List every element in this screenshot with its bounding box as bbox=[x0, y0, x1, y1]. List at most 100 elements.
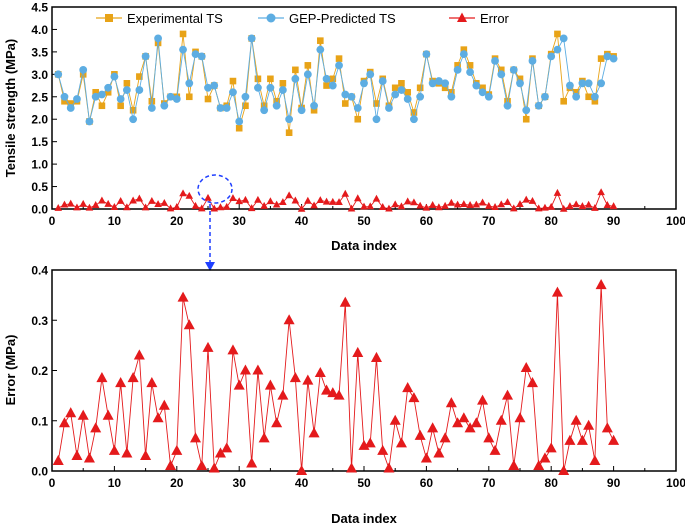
bottom-error-point bbox=[514, 412, 526, 423]
top-gep-predicted-ts-point bbox=[328, 81, 337, 90]
top-experimental-ts-point bbox=[104, 88, 112, 96]
bottom-error-point bbox=[221, 442, 233, 453]
top-gep-predicted-ts-point bbox=[322, 74, 331, 83]
bottom-error-point bbox=[583, 419, 595, 430]
top-error-point bbox=[566, 202, 574, 210]
top-y-axis-label: Tensile strength (MPa) bbox=[3, 39, 18, 177]
top-error-point bbox=[391, 200, 399, 208]
top-error-point bbox=[528, 196, 537, 204]
top-gep-predicted-ts-point bbox=[360, 79, 368, 88]
top-experimental-ts-point bbox=[204, 95, 212, 103]
top-experimental-ts-point bbox=[441, 84, 449, 92]
top-error-point bbox=[441, 201, 449, 209]
bottom-ytick-label: 0.4 bbox=[31, 264, 48, 278]
top-gep-predicted-ts-point bbox=[522, 106, 531, 115]
bottom-series-group bbox=[52, 279, 620, 476]
top-gep-predicted-ts-point bbox=[403, 95, 412, 103]
bottom-error-point bbox=[489, 444, 501, 455]
legend-triangle-marker bbox=[457, 12, 467, 22]
bottom-xtick-label: 80 bbox=[545, 476, 559, 490]
top-error-point bbox=[141, 203, 150, 211]
top-gep-predicted-ts-point bbox=[347, 92, 356, 101]
top-experimental-ts-point bbox=[235, 124, 243, 132]
top-experimental-ts-point bbox=[67, 100, 75, 107]
bottom-ytick-label: 0.0 bbox=[31, 465, 48, 479]
bottom-error-point bbox=[520, 361, 532, 373]
top-experimental-ts-point bbox=[254, 75, 262, 83]
bottom-xtick-label: 0 bbox=[49, 476, 56, 490]
top-gep-predicted-ts-point bbox=[590, 92, 599, 101]
bottom-error-point bbox=[458, 412, 470, 423]
top-error-point bbox=[229, 194, 237, 201]
top-gep-predicted-ts-point bbox=[73, 95, 81, 103]
bottom-error-point bbox=[414, 429, 426, 440]
top-experimental-ts-point bbox=[504, 97, 511, 105]
bottom-error-point bbox=[90, 422, 102, 433]
bottom-error-point bbox=[570, 414, 582, 425]
top-gep-predicted-ts-point bbox=[516, 79, 524, 88]
top-experimental-ts-point bbox=[391, 84, 399, 92]
top-gep-predicted-ts-point bbox=[98, 90, 106, 99]
top-error-point bbox=[516, 200, 524, 208]
bottom-x-axis-label: Data index bbox=[331, 511, 398, 526]
bottom-error-point bbox=[370, 351, 382, 362]
top-error-point bbox=[135, 194, 144, 202]
bottom-error-point bbox=[115, 377, 127, 388]
top-gep-predicted-ts-point bbox=[254, 83, 262, 92]
bottom-error-point bbox=[96, 371, 108, 383]
top-x-axis-label: Data index bbox=[331, 238, 398, 253]
top-gep-predicted-ts-line bbox=[57, 37, 614, 122]
top-gep-predicted-ts-point bbox=[397, 86, 406, 94]
bottom-error-point bbox=[271, 417, 283, 428]
top-gep-predicted-ts-point bbox=[428, 79, 437, 88]
top-experimental-ts-point bbox=[416, 84, 424, 92]
zoom-arrow-head bbox=[205, 262, 215, 271]
top-error-point bbox=[272, 200, 281, 208]
top-experimental-ts-point bbox=[354, 115, 362, 123]
top-experimental-ts-point bbox=[273, 97, 280, 105]
top-error-point bbox=[297, 204, 306, 212]
top-error-point bbox=[123, 203, 131, 211]
top-error-point bbox=[460, 200, 468, 208]
top-error-point bbox=[166, 204, 175, 212]
bottom-y-axis-label: Error (MPa) bbox=[3, 335, 18, 406]
top-error-point bbox=[110, 203, 119, 210]
legend-label-predicted: GEP-Predicted TS bbox=[289, 11, 396, 26]
top-experimental-ts-point bbox=[317, 37, 324, 44]
top-gep-predicted-ts-point bbox=[66, 104, 75, 112]
bottom-error-point bbox=[595, 279, 607, 290]
top-gep-predicted-ts-point bbox=[422, 50, 431, 59]
top-gep-predicted-ts-point bbox=[472, 81, 481, 90]
top-experimental-ts-point bbox=[516, 75, 524, 83]
top-ytick-label: 2.0 bbox=[31, 113, 48, 127]
top-xtick-label: 60 bbox=[420, 214, 434, 228]
top-gep-predicted-ts-point bbox=[385, 104, 393, 112]
top-gep-predicted-ts-point bbox=[241, 92, 250, 101]
bottom-error-point bbox=[483, 432, 495, 443]
top-gep-predicted-ts-point bbox=[547, 52, 556, 61]
top-error-point bbox=[591, 203, 599, 211]
bottom-error-point bbox=[346, 462, 358, 473]
bottom-ytick-label: 0.2 bbox=[31, 364, 48, 378]
bottom-error-point bbox=[239, 364, 251, 375]
top-error-point bbox=[204, 193, 212, 201]
top-error-point bbox=[453, 200, 462, 208]
bottom-error-point bbox=[83, 452, 95, 463]
top-experimental-ts-point bbox=[285, 129, 293, 136]
top-ytick-label: 3.5 bbox=[31, 45, 48, 59]
top-experimental-ts-point bbox=[292, 66, 299, 74]
top-gep-predicted-ts-point bbox=[135, 86, 144, 94]
top-experimental-ts-point bbox=[129, 106, 137, 114]
top-gep-predicted-ts-point bbox=[366, 70, 375, 79]
bottom-xtick-label: 10 bbox=[108, 476, 122, 490]
bottom-error-point bbox=[333, 389, 345, 400]
top-error-point bbox=[360, 202, 368, 210]
top-error-point bbox=[73, 203, 81, 211]
bottom-error-point bbox=[246, 457, 258, 468]
top-error-point bbox=[547, 202, 555, 210]
top-gep-predicted-ts-point bbox=[91, 92, 100, 101]
top-error-point bbox=[559, 204, 568, 212]
bottom-error-point bbox=[296, 464, 308, 476]
top-xtick-label: 0 bbox=[49, 214, 56, 228]
